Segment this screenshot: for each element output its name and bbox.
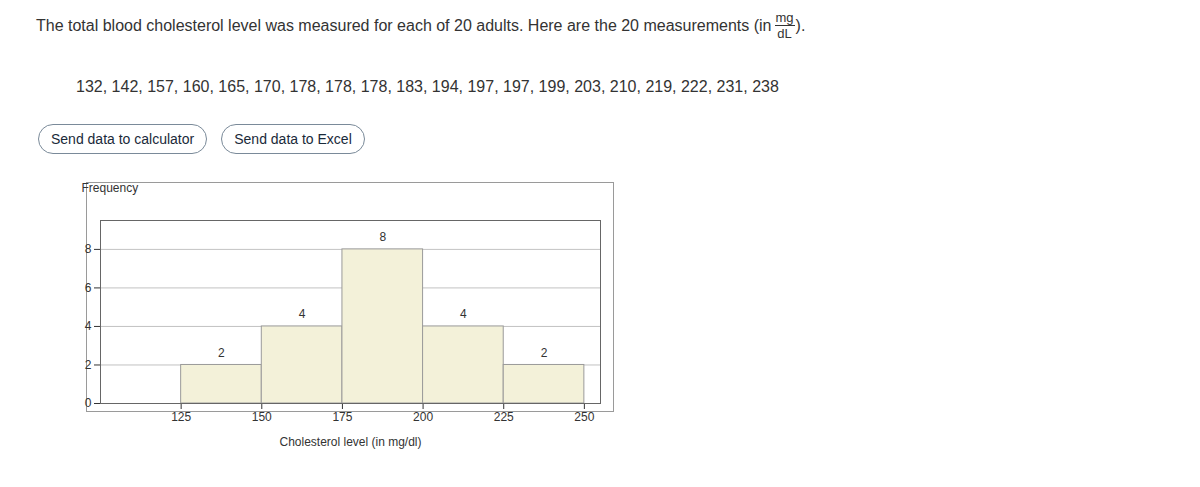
svg-text:175: 175 — [332, 410, 352, 424]
svg-text:Frequency: Frequency — [82, 181, 139, 195]
html-text:132, 142, 157, 160, 165, 170,: 132, 142, 157, 160, 165, 170, 178, 178, … — [76, 78, 779, 95]
html-text:dL ).: dL ). — [777, 16, 806, 41]
svg-text:8: 8 — [379, 230, 386, 244]
html-text:The total blood cholesterol le: The total blood cholesterol level was me… — [36, 10, 794, 34]
svg-text:125: 125 — [171, 410, 191, 424]
svg-text:2: 2 — [85, 358, 92, 372]
svg-text:8: 8 — [85, 242, 92, 256]
svg-text:150: 150 — [252, 410, 272, 424]
svg-text:0: 0 — [85, 396, 92, 410]
svg-text:2: 2 — [541, 346, 548, 360]
svg-text:4: 4 — [299, 307, 306, 321]
svg-text:200: 200 — [413, 410, 433, 424]
svg-text:225: 225 — [494, 410, 514, 424]
svg-text:250: 250 — [574, 410, 594, 424]
svg-text:2: 2 — [218, 346, 225, 360]
svg-text:6: 6 — [85, 281, 92, 295]
svg-text:4: 4 — [85, 319, 92, 333]
svg-text:4: 4 — [460, 307, 467, 321]
html-text:Send data to Excel: Send data to Excel — [234, 131, 352, 147]
html-text:Send data to calculator: Send data to calculator — [51, 131, 195, 147]
svg-text:Cholesterol level (in mg/dl): Cholesterol level (in mg/dl) — [279, 435, 421, 449]
